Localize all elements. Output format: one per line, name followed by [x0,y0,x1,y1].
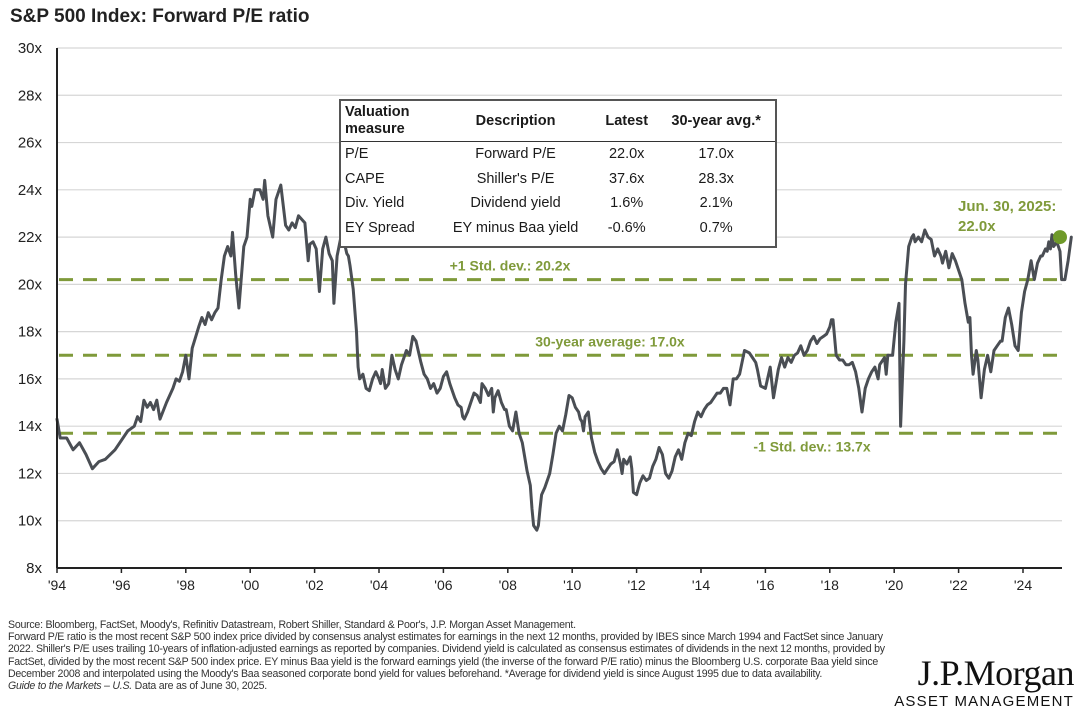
guide-title: Guide to the Markets – U.S. [8,680,132,693]
table-row: P/E Forward P/E 22.0x 17.0x [341,142,775,167]
cell-latest: -0.6% [607,219,646,236]
x-tick-label: '14 [692,577,710,593]
methodology-note: Forward P/E ratio is the most recent S&P… [8,631,885,680]
x-tick-label: '24 [1014,577,1032,593]
footnote: Source: Bloomberg, FactSet, Moody's, Ref… [8,619,903,692]
source-note: Source: Bloomberg, FactSet, Moody's, Ref… [8,619,576,631]
y-tick-label: 28x [18,87,43,104]
chart-title: S&P 500 Index: Forward P/E ratio [10,6,310,27]
latest-value-marker [1053,230,1067,245]
cell-latest: 37.6x [608,170,645,187]
y-tick-label: 24x [18,182,43,199]
cell-latest: 22.0x [608,146,645,163]
header-valuation-measure: Valuation measure [341,101,435,142]
x-tick-label: '18 [821,577,839,593]
cell-latest: 1.6% [610,195,644,212]
x-axis-ticks: '94 '96 '98 '00 '02 '04 '06 '08 '10 '12 '14 '16 '18 '… [48,568,1032,593]
logo-subtitle: ASSET MANAGEMENT [894,693,1074,710]
annotations: Jun. 30, 2025: 22.0x [958,198,1067,245]
table-row: CAPE Shiller's P/E 37.6x 28.3x [341,167,775,192]
x-tick-label: '04 [370,577,388,593]
cell-avg: 0.7% [699,219,733,236]
table-row: Div. Yield Dividend yield 1.6% 2.1% [341,191,775,216]
cell-avg: 2.1% [699,195,733,212]
x-tick-label: '08 [499,577,517,593]
annotation-date: Jun. 30, 2025: [958,198,1056,215]
y-tick-label: 14x [18,418,43,435]
cell-avg: 28.3x [698,170,734,187]
x-tick-label: '12 [627,577,645,593]
cell-measure: EY Spread [345,219,415,236]
y-tick-label: 10x [18,513,43,530]
y-tick-label: 30x [18,40,43,57]
reference-line-label: +1 Std. dev.: 20.2x [450,258,571,274]
series-group [55,178,1073,532]
y-tick-label: 20x [18,276,43,293]
cell-avg: 17.0x [698,146,734,163]
x-tick-label: '06 [434,577,452,593]
cell-description: Forward P/E [475,146,556,163]
y-tick-label: 12x [18,465,43,482]
series-line-forward-pe [55,178,1073,532]
y-tick-label: 16x [18,371,43,388]
reference-line-label: -1 Std. dev.: 13.7x [753,438,870,454]
table-header-row: Valuation measure Description Latest 30-y… [341,101,775,142]
header-line1: Valuation [345,104,410,120]
valuation-table: Valuation measure Description Latest 30-y… [339,99,777,248]
header-line2: measure [345,121,405,137]
reference-lines: +1 Std. dev.: 20.2x 30-year average: 17.0… [59,258,1062,454]
cell-description: Dividend yield [470,195,561,212]
y-tick-label: 18x [18,324,43,341]
guide-date: Data are as of June 30, 2025. [131,680,268,693]
guide-note: Guide to the Markets – U.S. Data are as … [8,680,903,692]
x-tick-label: '10 [563,577,581,593]
x-tick-label: '20 [885,577,903,593]
logo-brand: J.P.Morgan [917,653,1075,693]
x-tick-label: '94 [48,577,66,593]
annotation-value: 22.0x [958,218,996,235]
x-tick-label: '02 [305,577,323,593]
x-tick-label: '16 [756,577,774,593]
cell-measure: Div. Yield [345,195,405,212]
cell-description: Shiller's P/E [476,170,555,187]
cell-measure: P/E [345,146,369,163]
x-tick-label: '96 [112,577,130,593]
cell-measure: CAPE [345,170,385,187]
header-30yr-avg: 30-year avg.* [657,101,775,142]
x-tick-label: '00 [241,577,259,593]
jpmorgan-logo: J.P.Morgan ASSET MANAGEMENT [894,655,1074,710]
cell-description: EY minus Baa yield [452,219,579,236]
x-tick-label: '98 [177,577,195,593]
header-latest: Latest [596,101,658,142]
table-row: EY Spread EY minus Baa yield -0.6% 0.7% [341,216,775,241]
y-tick-label: 8x [26,560,42,577]
y-tick-label: 26x [18,135,43,152]
y-tick-label: 22x [18,229,43,246]
y-axis-ticks: 8x 10x 12x 14x 16x 18x 20x 22x 24x 26x 28x 30x [18,40,43,577]
header-description: Description [435,101,597,142]
reference-line-label: 30-year average: 17.0x [535,333,685,349]
x-tick-label: '22 [949,577,967,593]
